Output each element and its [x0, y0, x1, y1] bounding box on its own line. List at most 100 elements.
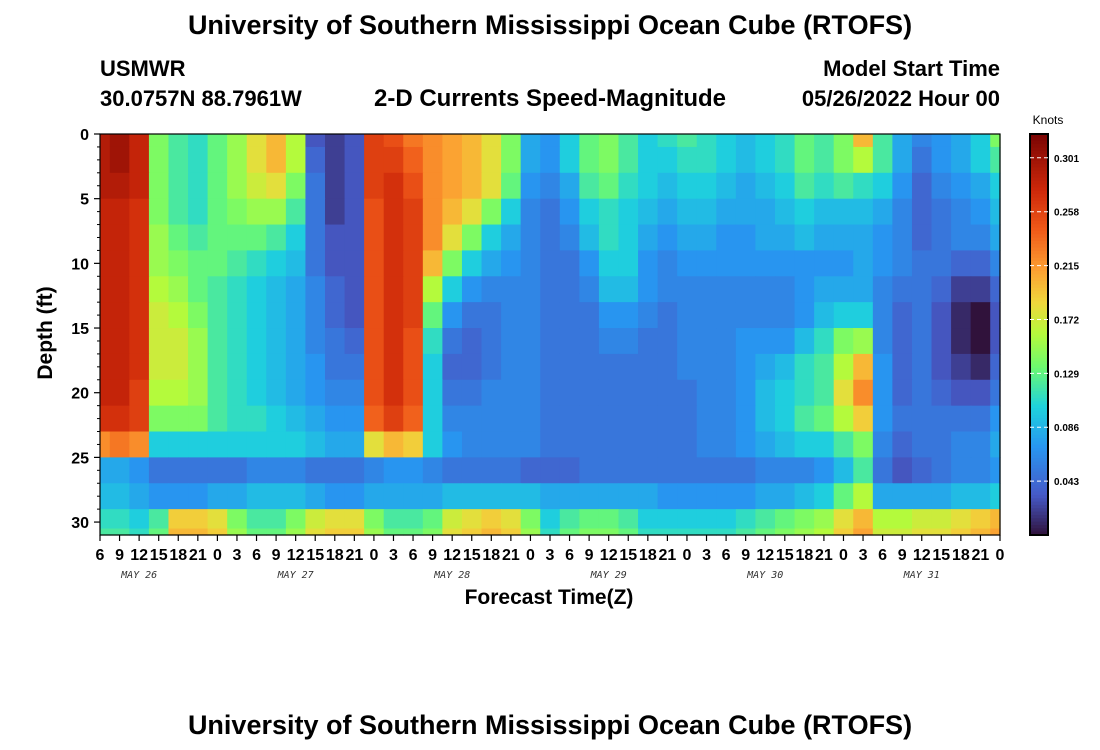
heatmap-cell: [618, 457, 639, 484]
heatmap-cell: [794, 276, 815, 303]
heatmap-cell: [696, 509, 717, 530]
heatmap-cell: [990, 172, 1001, 200]
heatmap-cell: [227, 302, 248, 329]
heatmap-cell: [305, 379, 326, 407]
heatmap-cell: [833, 250, 854, 277]
heatmap-cell: [520, 224, 541, 252]
heatmap-cell: [148, 528, 170, 536]
heatmap-cell: [100, 483, 111, 510]
colorbar-segment: [1030, 498, 1048, 503]
heatmap-cell: [794, 134, 815, 148]
heatmap-cell: [892, 509, 913, 530]
x-day-label: MAY 28: [433, 570, 470, 581]
heatmap-cell: [403, 146, 424, 174]
heatmap-cell: [461, 483, 483, 510]
heatmap-cell: [794, 224, 815, 252]
y-axis-title: Depth (ft): [34, 286, 57, 379]
heatmap-cell: [481, 198, 502, 226]
heatmap-cell: [168, 431, 189, 458]
heatmap-cell: [657, 483, 678, 510]
heatmap-cell: [735, 198, 757, 226]
heatmap-cell: [951, 528, 972, 536]
heatmap-cell: [990, 483, 1001, 510]
colorbar-segment: [1030, 494, 1048, 499]
colorbar-segment: [1030, 294, 1048, 299]
heatmap-cell: [931, 276, 952, 303]
heatmap-cell: [833, 134, 854, 148]
x-tick-label: 21: [189, 547, 207, 564]
heatmap-cell: [188, 250, 209, 277]
x-tick-label: 9: [898, 547, 907, 564]
heatmap-cell: [833, 528, 854, 536]
heatmap-cell: [814, 250, 835, 277]
heatmap-cell: [168, 250, 189, 277]
colorbar-segment: [1030, 337, 1048, 342]
heatmap-cell: [638, 302, 659, 329]
heatmap-cell: [618, 528, 639, 536]
heatmap-cell: [188, 457, 209, 484]
heatmap-cell: [305, 276, 326, 303]
heatmap-cell: [109, 405, 130, 433]
heatmap-cell: [344, 379, 365, 407]
heatmap-cell: [383, 250, 404, 277]
heatmap-cell: [325, 431, 346, 458]
heatmap-cell: [970, 302, 991, 329]
heatmap-cell: [325, 250, 346, 277]
heatmap-cell: [892, 198, 913, 226]
heatmap-cell: [696, 483, 717, 510]
heatmap-cell: [109, 250, 130, 277]
heatmap-cell: [481, 457, 502, 484]
heatmap-cell: [129, 405, 150, 433]
heatmap-cell: [951, 483, 972, 510]
x-tick-label: 18: [169, 547, 187, 564]
heatmap-cell: [168, 172, 189, 200]
y-tick-label: 10: [71, 256, 89, 273]
heatmap-cell: [540, 172, 561, 200]
x-tick-label: 21: [658, 547, 676, 564]
colorbar-segment: [1030, 397, 1048, 402]
x-tick-label: 21: [345, 547, 363, 564]
heatmap-cell: [481, 224, 502, 252]
heatmap-cell: [677, 134, 698, 148]
heatmap-cell: [540, 509, 561, 530]
heatmap-cell: [951, 250, 972, 277]
heatmap-cell: [970, 457, 991, 484]
colorbar-segment: [1030, 281, 1048, 285]
heatmap-cell: [168, 224, 189, 252]
heatmap-cell: [442, 483, 463, 510]
heatmap-cell: [951, 431, 972, 458]
heatmap-cell: [833, 379, 854, 407]
heatmap-cell: [442, 431, 463, 458]
heatmap-cell: [520, 328, 541, 355]
heatmap-cell: [344, 224, 365, 252]
heatmap-cell: [618, 405, 639, 433]
heatmap-cell: [677, 379, 698, 407]
heatmap-cell: [305, 302, 326, 329]
heatmap-cell: [403, 457, 424, 484]
heatmap-cell: [344, 328, 365, 355]
x-tick-label: 12: [600, 547, 618, 564]
heatmap-cell: [285, 483, 307, 510]
heatmap-cell: [540, 276, 561, 303]
colorbar-segment: [1030, 204, 1048, 209]
heatmap-cell: [266, 405, 287, 433]
heatmap-cell: [559, 457, 580, 484]
heatmap-cell: [109, 328, 130, 355]
colorbar-segment: [1030, 304, 1048, 309]
heatmap-cell: [833, 302, 854, 329]
heatmap-cell: [481, 134, 502, 148]
heatmap-cell: [970, 353, 991, 381]
colorbar-segment: [1030, 217, 1048, 222]
x-day-label: MAY 27: [277, 570, 314, 581]
heatmap-cell: [794, 509, 815, 530]
heatmap-cell: [344, 405, 365, 433]
heatmap-cell: [794, 302, 815, 329]
heatmap-cell: [129, 509, 150, 530]
heatmap-cell: [422, 405, 443, 433]
heatmap-cell: [540, 134, 561, 148]
heatmap-cell: [911, 172, 933, 200]
colorbar-segment: [1030, 247, 1048, 252]
heatmap-cell: [716, 353, 737, 381]
heatmap-cell: [540, 224, 561, 252]
heatmap-cell: [100, 405, 111, 433]
